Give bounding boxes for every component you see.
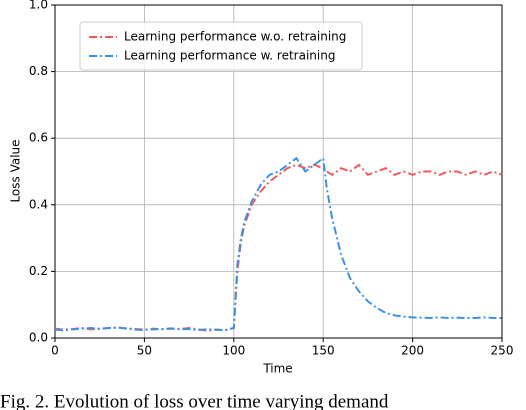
x-tick-label: 250 xyxy=(491,344,514,358)
x-axis-label: Time xyxy=(262,362,292,376)
y-tick-label: 0.0 xyxy=(29,331,48,345)
legend-box xyxy=(79,21,363,71)
x-tick-label: 150 xyxy=(312,344,335,358)
series-line xyxy=(54,156,502,332)
y-tick-label: 0.8 xyxy=(29,64,48,78)
x-tick-label: 100 xyxy=(222,344,245,358)
y-tick-label: 0.4 xyxy=(29,197,48,211)
x-tick-label: 0 xyxy=(51,344,59,358)
x-tick-label: 200 xyxy=(401,344,424,358)
y-tick-label: 1.0 xyxy=(29,0,48,12)
legend-label: Learning performance w.o. retraining xyxy=(124,30,346,44)
plot-frame xyxy=(54,4,503,339)
y-axis-label: Loss Value xyxy=(9,139,23,202)
caption: Fig. 2. Evolution of loss over time vary… xyxy=(0,391,389,410)
legend-label: Learning performance w. retraining xyxy=(124,49,335,63)
y-tick-label: 0.6 xyxy=(29,131,48,145)
series-line xyxy=(54,163,503,332)
y-tick-label: 0.2 xyxy=(29,264,48,278)
x-tick-label: 50 xyxy=(137,344,152,358)
